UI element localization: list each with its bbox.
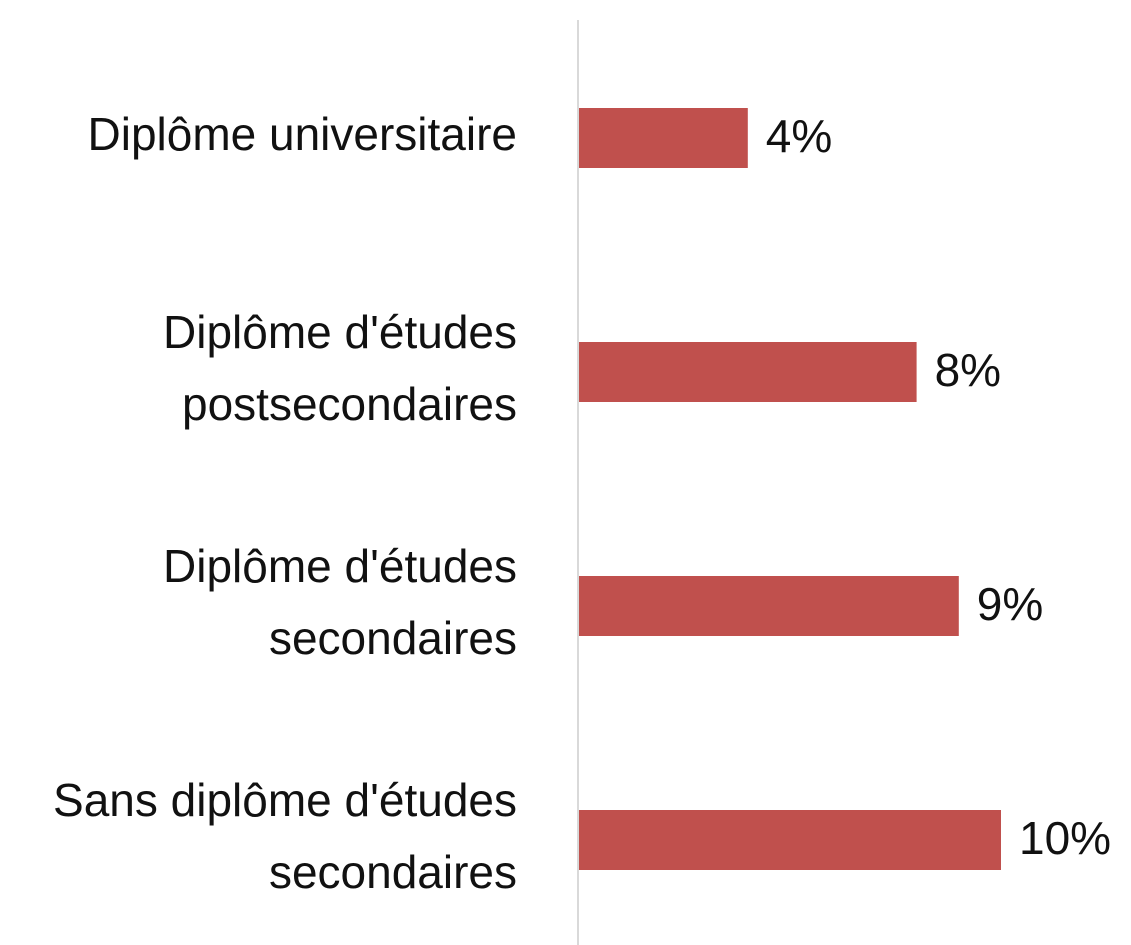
bar bbox=[579, 108, 748, 168]
bar bbox=[579, 810, 1001, 870]
bar bbox=[579, 576, 959, 636]
category-label: Diplôme d'études postsecondaires bbox=[163, 306, 517, 430]
value-label: 8% bbox=[935, 344, 1001, 396]
value-label: 9% bbox=[977, 578, 1043, 630]
bar bbox=[579, 342, 917, 402]
value-label: 10% bbox=[1019, 812, 1111, 864]
category-label: Diplôme universitaire bbox=[88, 108, 518, 160]
category-label: Sans diplôme d'études secondaires bbox=[53, 774, 517, 898]
category-label: Diplôme d'études secondaires bbox=[163, 540, 517, 664]
value-label: 4% bbox=[766, 110, 832, 162]
